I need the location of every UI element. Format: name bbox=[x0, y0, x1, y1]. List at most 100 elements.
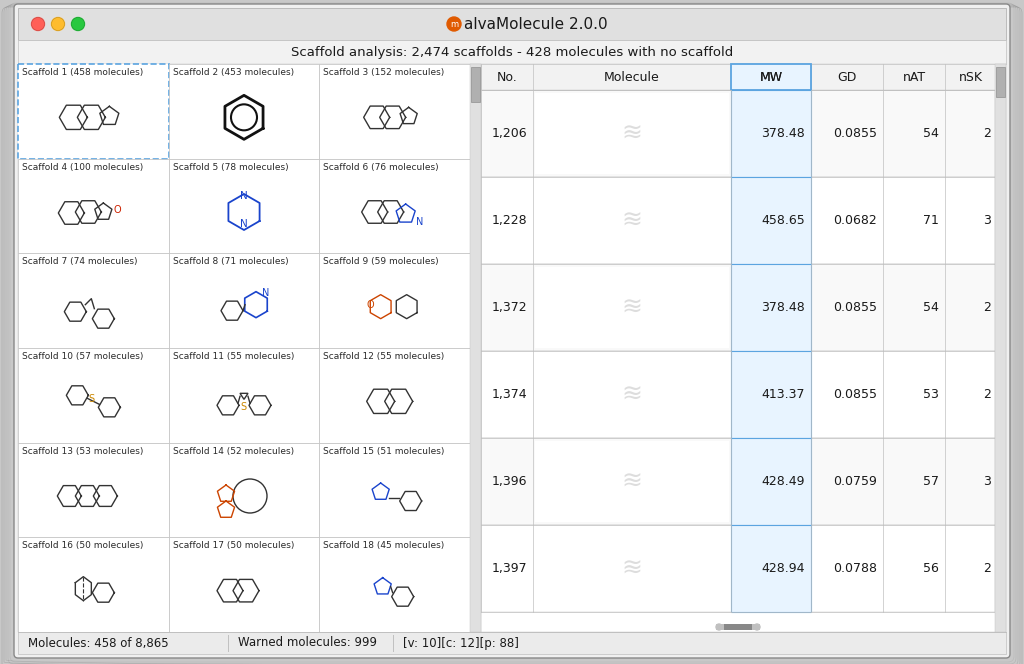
Bar bbox=[731, 525, 811, 612]
Bar bbox=[995, 64, 1006, 632]
Circle shape bbox=[72, 17, 85, 31]
Text: 54: 54 bbox=[923, 127, 939, 140]
Text: 413.37: 413.37 bbox=[762, 388, 805, 401]
Bar bbox=[319, 64, 470, 159]
Text: 3: 3 bbox=[983, 475, 991, 488]
Text: N: N bbox=[416, 217, 423, 227]
Bar bbox=[169, 159, 319, 254]
Text: Scaffold 2 (453 molecules): Scaffold 2 (453 molecules) bbox=[173, 68, 294, 77]
Bar bbox=[535, 267, 729, 348]
Text: 56: 56 bbox=[923, 562, 939, 575]
Bar bbox=[18, 64, 169, 159]
Bar bbox=[319, 254, 470, 348]
Bar bbox=[18, 159, 169, 254]
Bar bbox=[169, 348, 319, 443]
Text: 3: 3 bbox=[983, 214, 991, 227]
Text: 0.0759: 0.0759 bbox=[834, 475, 877, 488]
Text: Molecule: Molecule bbox=[604, 70, 659, 84]
Text: Scaffold 3 (152 molecules): Scaffold 3 (152 molecules) bbox=[324, 68, 444, 77]
Text: ≋: ≋ bbox=[622, 122, 642, 145]
Text: ≋: ≋ bbox=[622, 469, 642, 493]
Text: S: S bbox=[88, 394, 94, 404]
Bar bbox=[481, 64, 1006, 632]
Text: O: O bbox=[114, 205, 121, 215]
Text: 1,374: 1,374 bbox=[492, 388, 527, 401]
Text: 2: 2 bbox=[983, 127, 991, 140]
Bar bbox=[481, 264, 995, 351]
Bar bbox=[996, 67, 1005, 97]
Bar bbox=[18, 64, 481, 632]
Text: Scaffold analysis: 2,474 scaffolds - 428 molecules with no scaffold: Scaffold analysis: 2,474 scaffolds - 428… bbox=[291, 46, 733, 58]
Bar bbox=[470, 64, 481, 632]
Text: 0.0855: 0.0855 bbox=[833, 301, 877, 314]
Bar bbox=[18, 537, 169, 632]
Text: MW: MW bbox=[760, 70, 782, 84]
Text: 458.65: 458.65 bbox=[761, 214, 805, 227]
FancyBboxPatch shape bbox=[14, 4, 1010, 658]
Circle shape bbox=[447, 17, 461, 31]
Bar bbox=[18, 8, 1006, 40]
Bar bbox=[535, 528, 729, 609]
Bar bbox=[319, 159, 470, 254]
Text: ≋: ≋ bbox=[622, 295, 642, 319]
Text: 0.0682: 0.0682 bbox=[834, 214, 877, 227]
Text: nAT: nAT bbox=[902, 70, 926, 84]
Bar bbox=[731, 177, 811, 264]
Text: 2: 2 bbox=[983, 301, 991, 314]
Bar bbox=[481, 177, 995, 264]
Text: No.: No. bbox=[497, 70, 517, 84]
Text: Molecules: 458 of 8,865: Molecules: 458 of 8,865 bbox=[28, 637, 169, 649]
Bar bbox=[319, 443, 470, 537]
Bar bbox=[481, 438, 995, 525]
Bar bbox=[535, 93, 729, 174]
Bar bbox=[481, 525, 995, 612]
Text: Scaffold 11 (55 molecules): Scaffold 11 (55 molecules) bbox=[173, 352, 294, 361]
Text: 1,228: 1,228 bbox=[492, 214, 527, 227]
Bar bbox=[535, 180, 729, 261]
Text: N: N bbox=[262, 288, 269, 297]
Text: Scaffold 17 (50 molecules): Scaffold 17 (50 molecules) bbox=[173, 541, 294, 550]
Text: ≋: ≋ bbox=[622, 556, 642, 580]
Text: 1,372: 1,372 bbox=[492, 301, 527, 314]
Bar bbox=[731, 264, 811, 351]
Bar bbox=[169, 443, 319, 537]
Text: Scaffold 5 (78 molecules): Scaffold 5 (78 molecules) bbox=[173, 163, 289, 172]
Text: 428.94: 428.94 bbox=[762, 562, 805, 575]
Text: GD: GD bbox=[838, 70, 857, 84]
Text: Scaffold 7 (74 molecules): Scaffold 7 (74 molecules) bbox=[22, 258, 137, 266]
Text: alvaMolecule 2.0.0: alvaMolecule 2.0.0 bbox=[464, 17, 607, 31]
Text: 428.49: 428.49 bbox=[762, 475, 805, 488]
Bar bbox=[716, 624, 760, 630]
Text: 53: 53 bbox=[923, 388, 939, 401]
Text: 0.0855: 0.0855 bbox=[833, 127, 877, 140]
Bar bbox=[18, 254, 169, 348]
Bar bbox=[731, 351, 811, 438]
Text: MW: MW bbox=[760, 70, 782, 84]
Text: m: m bbox=[450, 19, 458, 29]
Text: 378.48: 378.48 bbox=[761, 127, 805, 140]
Bar bbox=[724, 624, 752, 630]
Bar bbox=[319, 537, 470, 632]
Text: ≋: ≋ bbox=[622, 208, 642, 232]
Text: Scaffold 13 (53 molecules): Scaffold 13 (53 molecules) bbox=[22, 447, 143, 456]
Text: 1,396: 1,396 bbox=[492, 475, 527, 488]
Text: S: S bbox=[240, 402, 246, 412]
Bar bbox=[731, 438, 811, 525]
Text: Scaffold 10 (57 molecules): Scaffold 10 (57 molecules) bbox=[22, 352, 143, 361]
Text: Warned molecules: 999: Warned molecules: 999 bbox=[238, 637, 377, 649]
Text: Scaffold 15 (51 molecules): Scaffold 15 (51 molecules) bbox=[324, 447, 444, 456]
Bar bbox=[18, 40, 1006, 64]
Circle shape bbox=[754, 624, 760, 630]
Bar bbox=[481, 351, 995, 438]
Text: 71: 71 bbox=[923, 214, 939, 227]
Text: nSK: nSK bbox=[959, 70, 983, 84]
Text: Scaffold 6 (76 molecules): Scaffold 6 (76 molecules) bbox=[324, 163, 439, 172]
Text: Scaffold 1 (458 molecules): Scaffold 1 (458 molecules) bbox=[22, 68, 143, 77]
Text: 1,206: 1,206 bbox=[492, 127, 527, 140]
Text: Scaffold 4 (100 molecules): Scaffold 4 (100 molecules) bbox=[22, 163, 143, 172]
Text: Scaffold 9 (59 molecules): Scaffold 9 (59 molecules) bbox=[324, 258, 439, 266]
Text: 2: 2 bbox=[983, 388, 991, 401]
Text: Scaffold 16 (50 molecules): Scaffold 16 (50 molecules) bbox=[22, 541, 143, 550]
Text: N: N bbox=[240, 191, 248, 201]
Bar bbox=[481, 90, 995, 177]
